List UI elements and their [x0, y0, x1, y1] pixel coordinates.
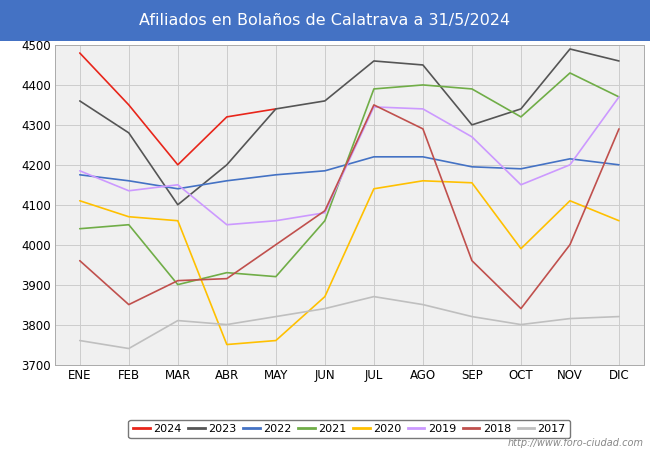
- Text: http://www.foro-ciudad.com: http://www.foro-ciudad.com: [508, 438, 644, 448]
- Legend: 2024, 2023, 2022, 2021, 2020, 2019, 2018, 2017: 2024, 2023, 2022, 2021, 2020, 2019, 2018…: [129, 419, 570, 438]
- Text: Afiliados en Bolaños de Calatrava a 31/5/2024: Afiliados en Bolaños de Calatrava a 31/5…: [140, 13, 510, 28]
